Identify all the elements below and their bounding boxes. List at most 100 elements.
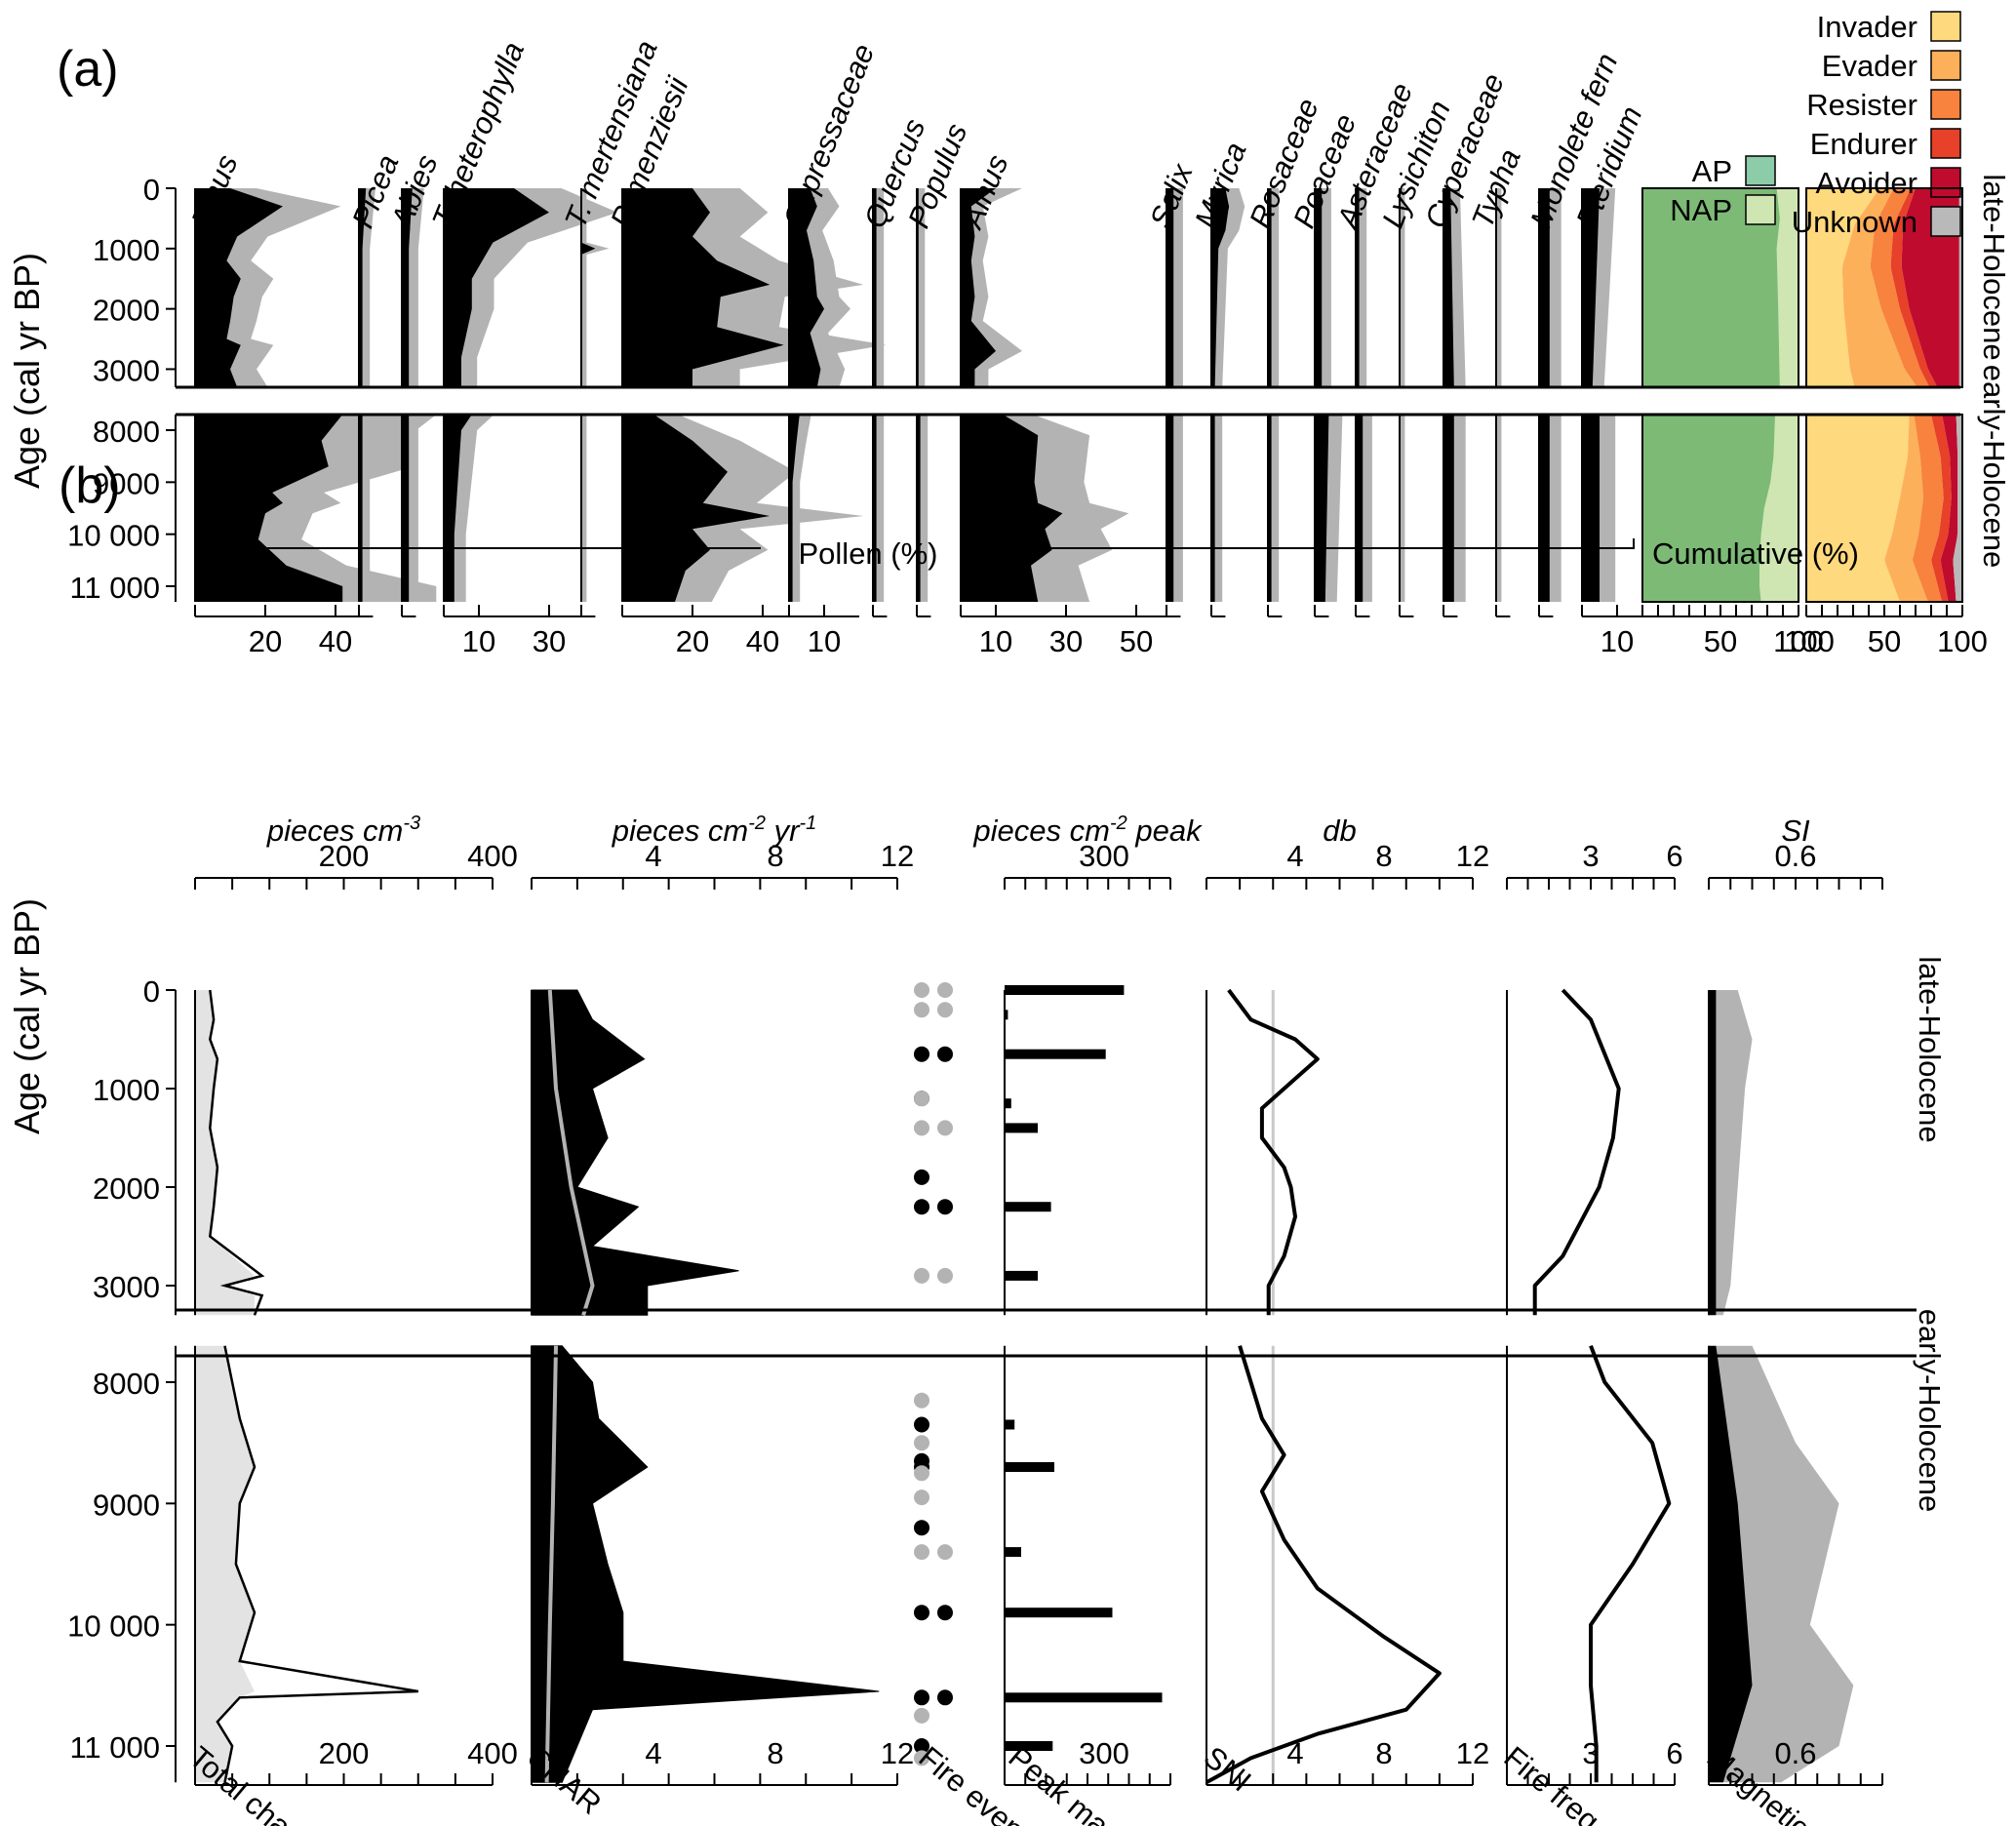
pollen-area-t-heterophylla-late: [444, 188, 549, 387]
pollen-area-pinus-late: [195, 188, 283, 387]
apnap-ap-area-late: [1642, 188, 1780, 387]
legend-label-ap: AP: [1692, 154, 1732, 188]
pollen-exaggeration-lysichiton-late: [1400, 188, 1405, 387]
panel-a-ytick-label-late-0: 0: [143, 173, 160, 207]
total-charcoal-units-sup: -3: [403, 813, 420, 834]
data-layer: [195, 11, 1962, 1785]
pollen-area-alnus-early: [961, 415, 1063, 602]
fire-events-dot-insignificant-late-8: [937, 1267, 953, 1284]
apnap-ap-area-early: [1642, 415, 1775, 602]
char-units-sup: -2: [748, 813, 766, 834]
fire-freq-top-tick-label-3: 3: [1582, 839, 1599, 873]
strategy-area-endurer-late: [1890, 188, 1938, 387]
panel-b-ytick-label-late-3: 3000: [93, 1270, 160, 1304]
char-background-line-late: [547, 989, 595, 1316]
sni-bottom-tick-label-8: 8: [1375, 1736, 1392, 1770]
fire-events-dot-insignificant-early-4: [914, 1544, 929, 1561]
total-charcoal-fill-early: [195, 1345, 255, 1783]
fire-freq-bottom-tick-label-3: 3: [1582, 1736, 1599, 1770]
sni-units: db: [1323, 814, 1356, 848]
peak-mag-top-tick-label-300: 300: [1079, 839, 1129, 873]
peak-mag-bar-late-4: [1005, 1123, 1038, 1133]
panel-b-late-holocene-label: late-Holocene: [1913, 956, 1947, 1142]
panel-b-label: (b): [59, 457, 121, 514]
panel-b-ytick-label-early-2: 10 000: [67, 1609, 160, 1644]
fire-events-dot-insignificant-late-2: [914, 1002, 929, 1018]
total-charcoal-fill-late: [195, 990, 255, 1316]
strategy-tick-label-0: 100: [1784, 624, 1835, 658]
char-top-tick-label-4: 4: [645, 839, 661, 873]
char-units-sup2: -1: [799, 813, 816, 834]
panel-a-label: (a): [57, 41, 119, 98]
char-area-late: [531, 989, 739, 1316]
total-charcoal-units: pieces cm-3: [266, 813, 420, 848]
peak-mag-bar-early-1: [1005, 1462, 1054, 1472]
pollen-area-p-menziesii-early: [622, 415, 771, 602]
fire-events-dot-significant-early-3: [914, 1520, 929, 1536]
fire-events-dot-insignificant-late-4: [914, 1091, 929, 1107]
fire-events-dot-insignificant-late-0: [914, 982, 929, 998]
legend-swatch-endurer: [1930, 128, 1961, 159]
total-charcoal-bottom-tick-label-200: 200: [319, 1736, 370, 1770]
pollen-tick-label-pinus-40: 40: [319, 624, 352, 658]
pollen-tick-label-p-menziesii-40: 40: [746, 624, 779, 658]
pollen-bracket-right: [975, 538, 1635, 549]
fire-events-dot-insignificant-early-5: [937, 1544, 953, 1561]
panel-b-early-holocene-label: early-Holocene: [1913, 1309, 1947, 1513]
peak-mag-bar-late-3: [1005, 1098, 1011, 1109]
panel-a-cumulative-label: Cumulative (%): [1652, 536, 1859, 571]
fire-freq-top-tick-label-6: 6: [1666, 839, 1682, 873]
magnetic-sus-units: SI: [1781, 814, 1810, 848]
panel-a-ytick-label-early-0: 8000: [93, 415, 160, 449]
sni-bottom-tick-label-4: 4: [1286, 1736, 1303, 1770]
pollen-tick-label-t-heterophylla-30: 30: [533, 624, 566, 658]
total-charcoal-line-early: [216, 1345, 419, 1783]
frame-layer: [166, 187, 1963, 1786]
total-charcoal-units-base: pieces cm: [266, 814, 404, 848]
char-units: pieces cm-2 yr-1: [612, 813, 817, 848]
pollen-area-cyperaceae-early: [1443, 415, 1454, 602]
pollen-area-picea-late: [359, 188, 367, 387]
peak-mag-bar-late-2: [1005, 1049, 1106, 1059]
magnetic-sus-top-tick-label-0.6: 0.6: [1774, 839, 1816, 873]
panel-b-ytick-label-late-1: 1000: [93, 1073, 160, 1107]
panel-a-xlabel: Pollen (%): [799, 536, 938, 571]
apnap-tick-label-100: 100: [1773, 624, 1824, 658]
char-bottom-tick-label-12: 12: [881, 1736, 914, 1770]
fire-events-dot-significant-late-1: [937, 1046, 953, 1062]
fire-freq-line-early: [1589, 1344, 1672, 1783]
panel-b-ylabel: Age (cal yr BP): [7, 898, 47, 1134]
panel-b-ytick-label-early-1: 9000: [93, 1488, 160, 1522]
pollen-exaggeration-populus-late: [917, 188, 926, 387]
strategy-tick-label-50: 50: [1868, 624, 1901, 658]
peak-mag-bar-late-5: [1005, 1202, 1051, 1212]
strategy-area-endurer-early: [1931, 415, 1952, 602]
legend-swatch-nap: [1745, 194, 1776, 225]
strategy-area-unknown-early: [1953, 415, 1962, 602]
fire-events-dot-insignificant-late-6: [937, 1120, 953, 1136]
char-area-early: [531, 1345, 880, 1783]
total-charcoal-top-tick-label-400: 400: [467, 839, 518, 873]
sni-top-tick-label-12: 12: [1456, 839, 1489, 873]
fire-events-dot-significant-late-4: [914, 1199, 929, 1215]
legend-swatch-avoider: [1930, 167, 1961, 198]
pollen-area-pinus-early: [195, 415, 343, 602]
legend-swatch-resister: [1930, 89, 1961, 120]
legend-label-endurer: Endurer: [1810, 127, 1917, 161]
pollen-area-cupressaceae-late: [789, 188, 824, 387]
fire-events-dot-significant-late-3: [914, 1169, 929, 1185]
fire-events-dot-insignificant-early-7: [914, 1750, 929, 1766]
peak-mag-bar-early-3: [1005, 1608, 1113, 1618]
apnap-tick-label-50: 50: [1704, 624, 1737, 658]
panel-a-ytick-label-late-3: 3000: [93, 353, 160, 387]
fire-freq-line-late: [1532, 988, 1621, 1316]
legend-label-invader: Invader: [1817, 10, 1917, 44]
legend-label-evader: Evader: [1822, 49, 1917, 83]
strategy-area-resister-late: [1870, 188, 1930, 387]
pollen-area-alnus-late: [961, 188, 996, 387]
total-charcoal-top-tick-label-200: 200: [319, 839, 370, 873]
pollen-area-abies-late: [402, 188, 413, 387]
sni-line-early: [1206, 1345, 1442, 1785]
peak-mag-units-base: pieces cm: [972, 814, 1110, 848]
panel-b-ytick-label-early-0: 8000: [93, 1367, 160, 1401]
